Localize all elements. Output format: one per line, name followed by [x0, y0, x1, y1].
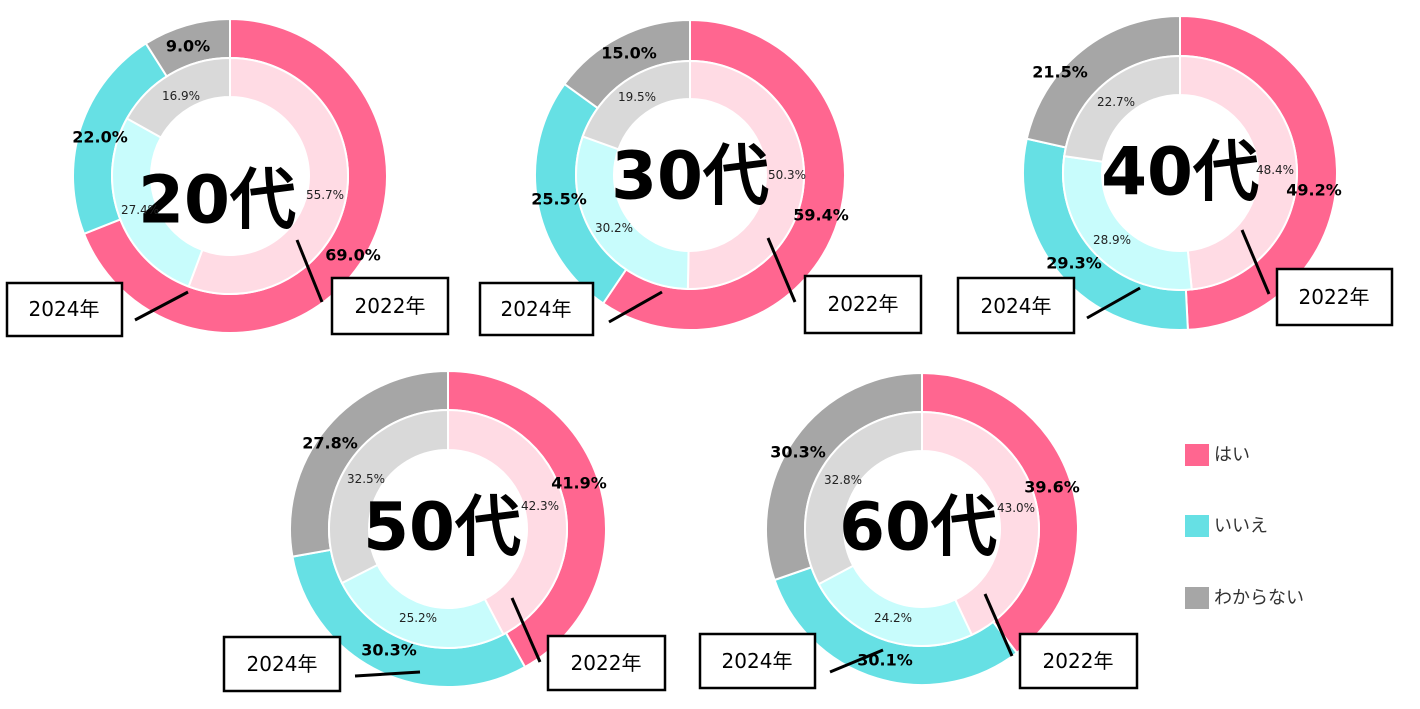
- year-box-frame: [698, 632, 817, 690]
- chart-title: 40代: [1101, 134, 1259, 211]
- year-label: 2022年: [571, 651, 642, 675]
- outer-data-label: 30.3%: [770, 443, 826, 462]
- outer-data-label: 59.4%: [793, 206, 849, 225]
- outer-data-label: 69.0%: [325, 246, 381, 265]
- year-label: 2022年: [355, 294, 426, 318]
- outer-data-label: 27.8%: [302, 434, 358, 453]
- year-label: 2022年: [1299, 285, 1370, 309]
- year-label: 2022年: [828, 292, 899, 316]
- outer-data-label: 30.1%: [857, 651, 913, 670]
- year-label-box-2024: 2024年: [5, 281, 124, 338]
- legend-swatch: [1185, 515, 1209, 537]
- year-label: 2024年: [981, 294, 1052, 318]
- inner-data-label: 27.4%: [121, 203, 159, 217]
- donut-hole: [151, 97, 309, 255]
- inner-ring-slice-はい: [187, 56, 349, 295]
- inner-data-label: 16.9%: [162, 89, 200, 103]
- year-box-frame: [956, 276, 1076, 335]
- year-label: 2024年: [722, 649, 793, 673]
- donut-hole: [369, 450, 527, 608]
- callout-line-2024: [1086, 286, 1141, 320]
- year-label-box-2022: 2022年: [546, 634, 667, 692]
- donut-hole: [844, 451, 1000, 607]
- callout-line-2024: [134, 290, 189, 322]
- year-box-frame: [1275, 267, 1394, 327]
- donut-chart-4: 50代 41.9% 30.3% 27.8% 42.3% 25.2% 32.5% 2024年 20…: [222, 369, 667, 693]
- year-label: 2024年: [247, 652, 318, 676]
- donut-chart-1: 20代 69.0% 22.0% 9.0% 55.7% 27.4% 16.9% 2024年 202…: [5, 17, 450, 338]
- outer-data-label: 29.3%: [1046, 254, 1102, 273]
- donut-hole: [1102, 95, 1258, 251]
- chart-title: 50代: [363, 489, 521, 566]
- year-box-frame: [546, 634, 667, 692]
- callout-line-2022: [983, 593, 1014, 657]
- inner-data-label: 42.3%: [521, 499, 559, 513]
- outer-data-label: 30.3%: [361, 641, 417, 660]
- outer-data-label: 9.0%: [166, 37, 210, 56]
- donut-hole: [614, 99, 766, 251]
- donut-chart-2: 30代 59.4% 25.5% 15.0% 50.3% 30.2% 19.5% 2024年 20…: [478, 18, 923, 337]
- outer-data-label: 49.2%: [1286, 181, 1342, 200]
- inner-data-label: 32.5%: [347, 472, 385, 486]
- donut-chart-3: 40代 49.2% 29.3% 21.5% 48.4% 28.9% 22.7% 2024年 20…: [956, 14, 1394, 335]
- donut-chart-5: 60代 39.6% 30.1% 30.3% 43.0% 24.2% 32.8% 2024年 20…: [698, 371, 1139, 690]
- legend-swatch: [1185, 587, 1209, 609]
- outer-data-label: 15.0%: [601, 44, 657, 63]
- callout-line-2022: [510, 597, 542, 663]
- year-label: 2024年: [501, 297, 572, 321]
- chart-title: 60代: [839, 489, 997, 566]
- year-label-box-2022: 2022年: [1018, 632, 1139, 690]
- year-label: 2022年: [1043, 649, 1114, 673]
- year-label: 2024年: [29, 297, 100, 321]
- chart-title: 30代: [611, 138, 769, 215]
- inner-data-label: 43.0%: [997, 501, 1035, 515]
- callout-line-2024: [354, 670, 421, 678]
- year-label-box-2024: 2024年: [956, 276, 1076, 335]
- inner-data-label: 50.3%: [768, 168, 806, 182]
- callout-line-2022: [766, 237, 797, 303]
- year-label-box-2024: 2024年: [222, 635, 342, 693]
- year-box-frame: [803, 274, 923, 335]
- inner-data-label: 28.9%: [1093, 233, 1131, 247]
- callout-line-2022: [295, 239, 324, 303]
- callout-line-2022: [1240, 229, 1271, 295]
- callout-line-2024: [608, 290, 663, 324]
- legend-label: わからない: [1214, 588, 1304, 609]
- inner-data-label: 30.2%: [595, 221, 633, 235]
- inner-data-label: 25.2%: [399, 611, 437, 625]
- year-label-box-2022: 2022年: [330, 276, 450, 336]
- outer-data-label: 21.5%: [1032, 63, 1088, 82]
- year-box-frame: [1018, 632, 1139, 690]
- year-box-frame: [5, 281, 124, 338]
- year-label-box-2022: 2022年: [1275, 267, 1394, 327]
- inner-data-label: 24.2%: [874, 611, 912, 625]
- inner-data-label: 22.7%: [1097, 95, 1135, 109]
- outer-data-label: 25.5%: [531, 190, 587, 209]
- inner-data-label: 55.7%: [306, 188, 344, 202]
- legend-label: いいえ: [1214, 516, 1268, 537]
- outer-data-label: 39.6%: [1024, 478, 1080, 497]
- year-label-box-2024: 2024年: [478, 281, 595, 337]
- year-box-frame: [222, 635, 342, 693]
- legend-label: はい: [1214, 445, 1250, 466]
- callout-line-2024: [829, 648, 884, 674]
- year-box-frame: [330, 276, 450, 336]
- inner-data-label: 32.8%: [824, 473, 862, 487]
- inner-data-label: 48.4%: [1256, 163, 1294, 177]
- year-label-box-2024: 2024年: [698, 632, 817, 690]
- year-label-box-2022: 2022年: [803, 274, 923, 335]
- outer-data-label: 22.0%: [72, 128, 128, 147]
- outer-data-label: 41.9%: [551, 474, 607, 493]
- year-box-frame: [478, 281, 595, 337]
- legend-swatch: [1185, 444, 1209, 466]
- inner-data-label: 19.5%: [618, 90, 656, 104]
- chart-title: 20代: [138, 162, 296, 239]
